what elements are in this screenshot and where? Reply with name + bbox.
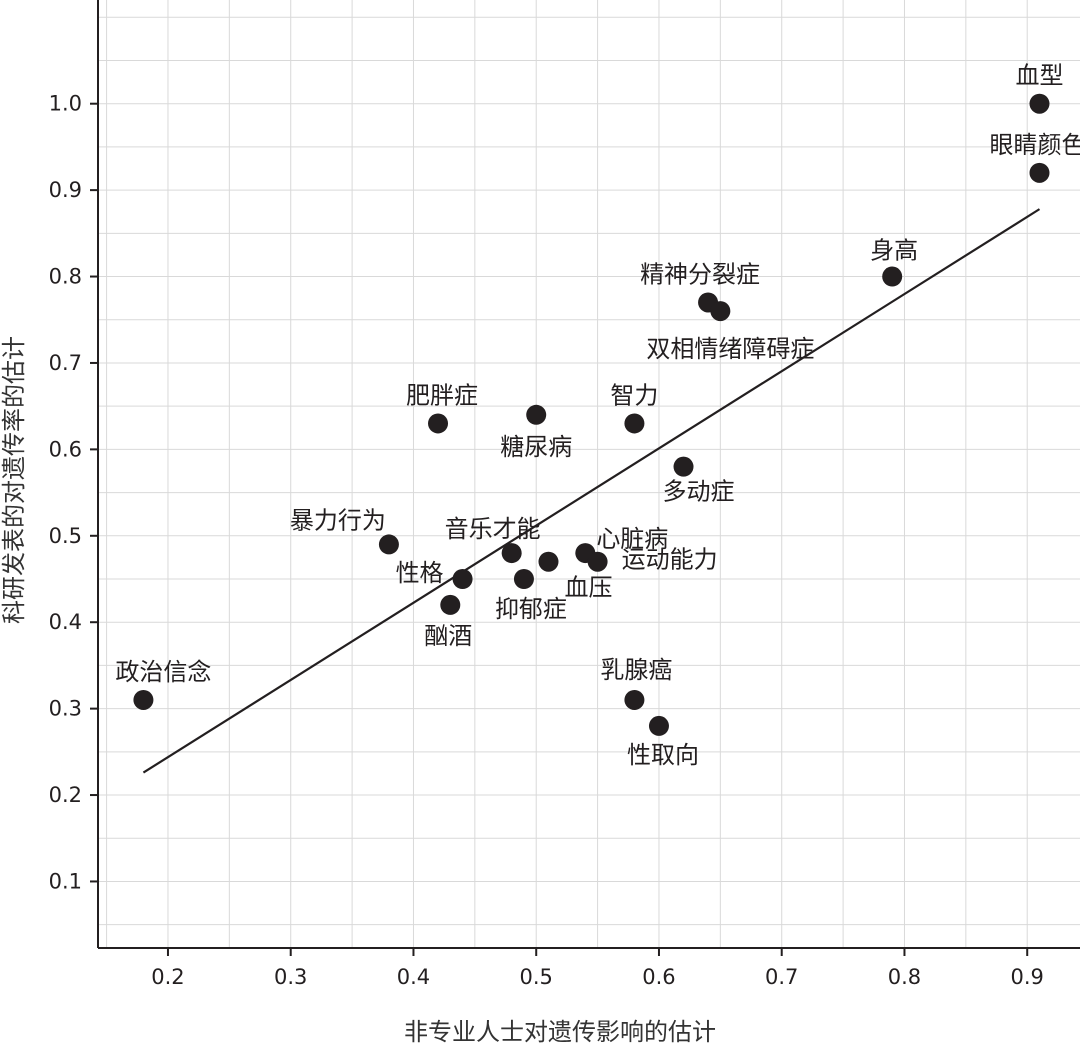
data-point [648, 715, 669, 736]
data-points [133, 93, 1050, 736]
data-point [538, 551, 559, 572]
y-tick-label: 0.9 [49, 178, 82, 202]
data-point [378, 534, 399, 555]
data-point [882, 266, 903, 287]
x-tick-label: 0.9 [1011, 965, 1044, 989]
grid [98, 0, 1080, 948]
data-point-label: 酗酒 [424, 622, 472, 650]
data-point-label: 肥胖症 [406, 381, 478, 409]
data-point-label: 政治信念 [115, 658, 211, 686]
x-tick-label: 0.6 [642, 965, 675, 989]
y-tick-label: 0.2 [49, 783, 82, 807]
trendline [142, 208, 1041, 774]
trendline-group [142, 208, 1041, 774]
y-tick-label: 0.6 [49, 437, 82, 461]
data-point-label: 性取向 [627, 741, 699, 769]
axes: 0.2 0.3 0.4 0.5 0.6 0.7 0.8 0.9 0.1 0.2 0.3 0.4 0.5 0… [49, 0, 1080, 989]
x-tick-label: 0.4 [397, 965, 430, 989]
data-point [428, 413, 449, 434]
data-point-label: 抑郁症 [495, 595, 567, 623]
data-point-label: 性格 [396, 559, 444, 587]
y-tick-label: 0.8 [49, 265, 82, 289]
data-point-label: 智力 [610, 381, 658, 409]
data-point-label: 暴力行为 [290, 506, 386, 534]
data-point [440, 594, 461, 615]
data-point-label: 身高 [870, 237, 918, 265]
y-tick-label: 0.3 [49, 697, 82, 721]
data-point [624, 413, 645, 434]
x-axis-label: 非专业人士对遗传影响的估计 [404, 1018, 716, 1044]
data-point [673, 456, 694, 477]
data-point-label: 运动能力 [622, 546, 718, 574]
data-point [513, 568, 534, 589]
data-point [624, 689, 645, 710]
data-point-label: 血型 [1015, 62, 1063, 90]
y-axis-label: 科研发表的对遗传率的估计 [0, 336, 28, 624]
data-point-label: 音乐才能 [445, 515, 541, 543]
data-point [587, 551, 608, 572]
y-tick-label: 1.0 [49, 92, 82, 116]
data-point [710, 301, 731, 322]
y-tick-label: 0.4 [49, 610, 82, 634]
x-tick-label: 0.7 [765, 965, 798, 989]
data-point [452, 568, 473, 589]
x-tick-label: 0.5 [520, 965, 553, 989]
data-point-label: 眼睛颜色 [989, 131, 1080, 159]
data-point-label: 多动症 [663, 478, 735, 506]
data-point [501, 543, 522, 564]
y-tick-label: 0.5 [49, 524, 82, 548]
y-tick-label: 0.7 [49, 351, 82, 375]
data-point [1029, 93, 1050, 114]
data-point-label: 血压 [564, 574, 612, 602]
y-tick-label: 0.1 [49, 869, 82, 893]
x-tick-label: 0.2 [151, 965, 184, 989]
data-point-label: 心脏病 [596, 525, 668, 553]
x-tick-label: 0.3 [274, 965, 307, 989]
data-point-label: 糖尿病 [500, 433, 572, 461]
data-point [1029, 162, 1050, 183]
data-point-label: 乳腺癌 [600, 656, 672, 684]
data-point-label: 精神分裂症 [640, 260, 760, 288]
x-tick-label: 0.8 [888, 965, 921, 989]
data-point-label: 双相情绪障碍症 [646, 335, 814, 363]
data-point [133, 689, 154, 710]
data-point [526, 404, 547, 425]
